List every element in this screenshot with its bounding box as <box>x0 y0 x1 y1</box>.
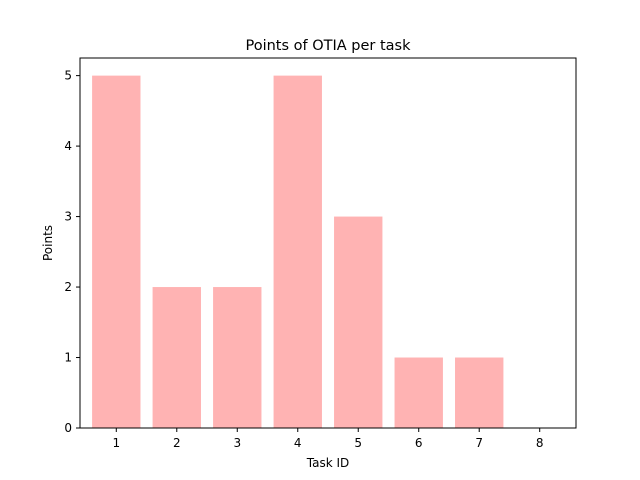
y-axis-label: Points <box>41 225 55 261</box>
plot-area: 1 2 3 4 5 6 7 8 0 1 2 3 4 5 <box>64 69 543 450</box>
x-tick-label: 2 <box>173 436 181 450</box>
y-tick-label: 0 <box>64 421 72 435</box>
bar-task-7 <box>455 357 504 428</box>
chart-title: Points of OTIA per task <box>245 38 411 54</box>
plot-frame <box>79 57 577 429</box>
x-axis-label: Task ID <box>306 456 350 470</box>
x-tick-label: 8 <box>536 436 544 450</box>
y-tick-label: 3 <box>64 210 72 224</box>
y-tick-label: 5 <box>64 69 72 83</box>
y-tick-label: 2 <box>64 280 72 294</box>
bar-task-6 <box>394 357 443 428</box>
bar-task-3 <box>213 287 262 428</box>
y-tick-label: 4 <box>64 139 72 153</box>
bar-task-1 <box>92 75 141 428</box>
x-tick-label: 7 <box>475 436 483 450</box>
bar-task-5 <box>334 216 383 428</box>
x-tick-label: 5 <box>354 436 362 450</box>
x-tick-label: 6 <box>415 436 423 450</box>
x-tick-label: 3 <box>233 436 241 450</box>
bar-task-4 <box>273 75 322 428</box>
bar-task-2 <box>152 287 201 428</box>
x-tick-label: 1 <box>112 436 120 450</box>
y-tick-label: 1 <box>64 351 72 365</box>
x-tick-label: 4 <box>294 436 302 450</box>
